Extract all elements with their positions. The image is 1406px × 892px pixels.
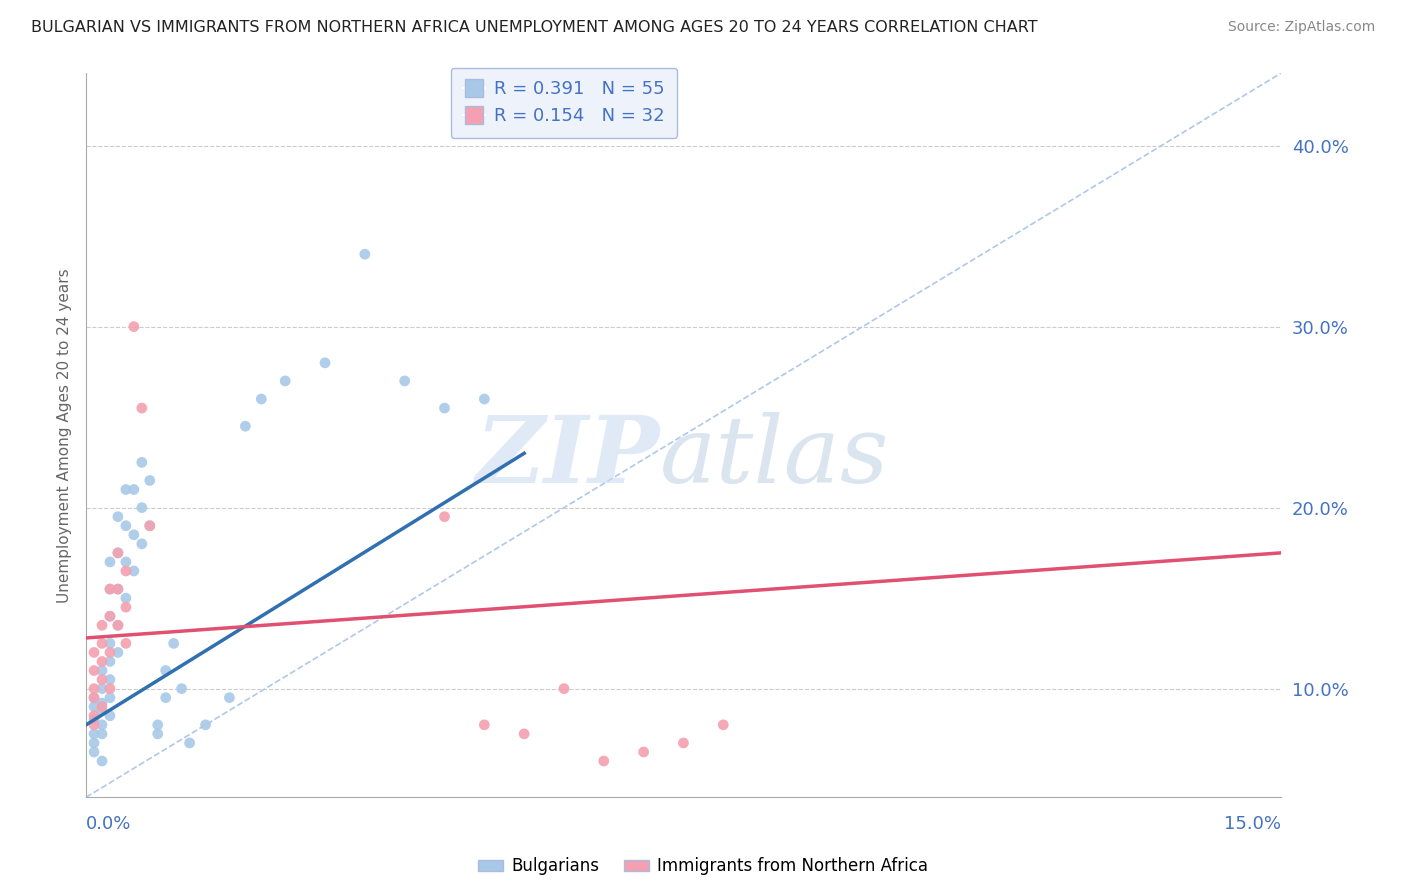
Point — [472, 392, 495, 406]
Point — [146, 727, 169, 741]
Point — [122, 319, 145, 334]
Point — [155, 690, 177, 705]
Point — [131, 455, 153, 469]
Point — [122, 564, 145, 578]
Point — [314, 356, 336, 370]
Point — [146, 718, 169, 732]
Point — [131, 500, 153, 515]
Point — [194, 718, 217, 732]
Point — [115, 483, 138, 497]
Point — [115, 518, 138, 533]
Point — [83, 708, 105, 723]
Point — [98, 708, 121, 723]
Point — [91, 618, 114, 632]
Point — [131, 537, 153, 551]
Point — [115, 591, 138, 606]
Point — [98, 582, 121, 596]
Point — [83, 699, 105, 714]
Point — [83, 690, 105, 705]
Point — [98, 673, 121, 687]
Point — [91, 655, 114, 669]
Point — [115, 600, 138, 615]
Point — [122, 528, 145, 542]
Point — [83, 690, 105, 705]
Point — [139, 474, 162, 488]
Text: atlas: atlas — [659, 412, 889, 502]
Point — [592, 754, 614, 768]
Point — [83, 745, 105, 759]
Point — [394, 374, 416, 388]
Point — [250, 392, 273, 406]
Point — [83, 736, 105, 750]
Point — [513, 727, 536, 741]
Point — [155, 664, 177, 678]
Point — [91, 696, 114, 710]
Point — [107, 582, 129, 596]
Point — [98, 582, 121, 596]
Text: 15.0%: 15.0% — [1223, 815, 1281, 833]
Point — [91, 718, 114, 732]
Point — [91, 636, 114, 650]
Point — [131, 401, 153, 415]
Point — [633, 745, 655, 759]
Point — [107, 582, 129, 596]
Point — [711, 718, 734, 732]
Point — [433, 509, 456, 524]
Point — [83, 681, 105, 696]
Point — [98, 690, 121, 705]
Point — [83, 645, 105, 659]
Point — [170, 681, 193, 696]
Point — [672, 736, 695, 750]
Text: ZIP: ZIP — [475, 412, 659, 502]
Point — [122, 483, 145, 497]
Point — [433, 401, 456, 415]
Legend: R = 0.391   N = 55, R = 0.154   N = 32: R = 0.391 N = 55, R = 0.154 N = 32 — [451, 68, 678, 138]
Point — [107, 618, 129, 632]
Point — [83, 664, 105, 678]
Point — [235, 419, 257, 434]
Point — [98, 681, 121, 696]
Point — [107, 618, 129, 632]
Point — [91, 673, 114, 687]
Point — [98, 645, 121, 659]
Point — [107, 546, 129, 560]
Point — [98, 555, 121, 569]
Point — [91, 703, 114, 717]
Point — [83, 718, 105, 732]
Point — [98, 609, 121, 624]
Point — [98, 655, 121, 669]
Point — [115, 636, 138, 650]
Point — [472, 718, 495, 732]
Point — [107, 509, 129, 524]
Legend: Bulgarians, Immigrants from Northern Africa: Bulgarians, Immigrants from Northern Afr… — [471, 851, 935, 882]
Point — [91, 727, 114, 741]
Point — [115, 555, 138, 569]
Y-axis label: Unemployment Among Ages 20 to 24 years: Unemployment Among Ages 20 to 24 years — [58, 268, 72, 602]
Point — [107, 645, 129, 659]
Point — [179, 736, 201, 750]
Point — [91, 681, 114, 696]
Point — [353, 247, 375, 261]
Text: Source: ZipAtlas.com: Source: ZipAtlas.com — [1227, 20, 1375, 34]
Point — [107, 546, 129, 560]
Point — [553, 681, 575, 696]
Text: 0.0%: 0.0% — [86, 815, 131, 833]
Point — [91, 754, 114, 768]
Point — [163, 636, 186, 650]
Point — [274, 374, 297, 388]
Text: BULGARIAN VS IMMIGRANTS FROM NORTHERN AFRICA UNEMPLOYMENT AMONG AGES 20 TO 24 YE: BULGARIAN VS IMMIGRANTS FROM NORTHERN AF… — [31, 20, 1038, 35]
Point — [218, 690, 240, 705]
Point — [139, 518, 162, 533]
Point — [83, 727, 105, 741]
Point — [139, 518, 162, 533]
Point — [83, 713, 105, 727]
Point — [98, 636, 121, 650]
Point — [98, 609, 121, 624]
Point — [91, 699, 114, 714]
Point — [115, 564, 138, 578]
Point — [91, 664, 114, 678]
